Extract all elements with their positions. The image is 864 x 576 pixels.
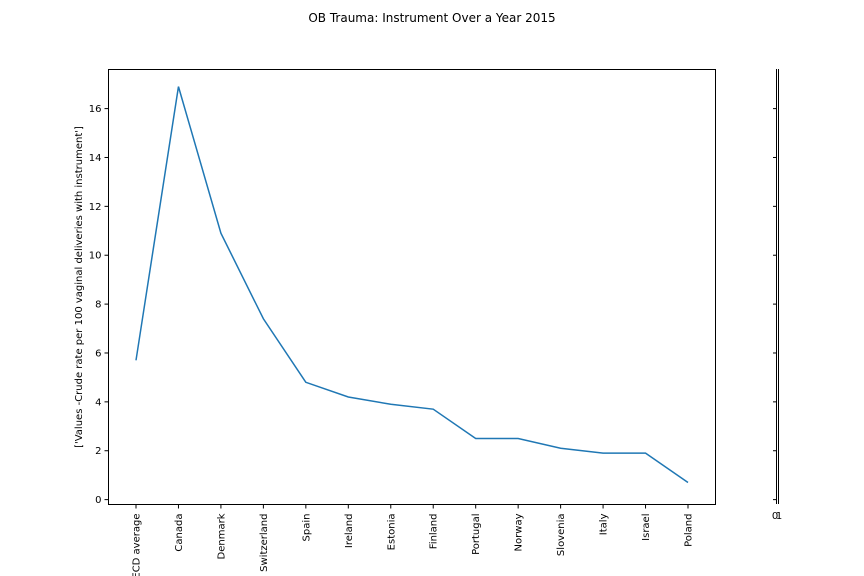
y-tick-label: 4 [95,397,101,408]
x-tick-label: Finland [429,514,440,550]
x-tick-label: OECD average [132,514,143,576]
y-tick-label: 6 [95,348,101,359]
y-tick-label: 2 [95,446,101,457]
side-axis-ticks [773,108,777,501]
y-axis: 0 2 4 6 8 10 12 14 16 [89,104,109,506]
chart-title: OB Trauma: Instrument Over a Year 2015 [308,11,555,25]
y-axis-label: ['Values -Crude rate per 100 vaginal del… [74,126,85,448]
x-tick-label: Portugal [471,514,482,555]
side-axis-tick-label-1: 1 [776,511,782,522]
y-tick-label: 10 [89,251,102,262]
side-axis: 0 1 [772,69,782,522]
x-tick-label: Denmark [216,513,227,559]
x-tick-label: Canada [174,514,185,552]
x-axis: OECD average Canada Denmark Switzerland Spai… [132,504,695,576]
y-tick-label: 14 [89,153,102,164]
x-tick-label: Poland [684,514,695,547]
x-tick-label: Italy [599,513,610,535]
x-tick-label: Slovenia [556,514,567,557]
x-tick-label: Israel [641,514,652,541]
y-tick-label: 16 [89,104,102,115]
side-axis-tick-label-0: 0 [772,511,778,522]
series-line [135,86,689,484]
x-tick-label: Ireland [344,514,355,549]
x-tick-label: Norway [514,513,525,551]
y-tick-label: 12 [89,202,102,213]
x-tick-label: Spain [301,514,312,542]
y-tick-label: 0 [95,495,101,506]
y-tick-label: 8 [95,300,101,311]
plot-area [108,69,716,505]
x-tick-label: Switzerland [259,514,270,572]
x-tick-label: Estonia [386,514,397,551]
